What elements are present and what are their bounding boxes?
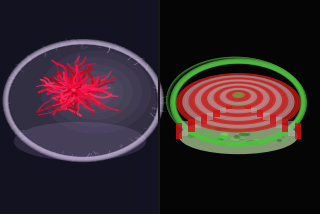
Ellipse shape [216,127,223,131]
Ellipse shape [234,135,240,139]
Ellipse shape [10,45,157,156]
Ellipse shape [222,133,228,136]
Bar [182,121,188,135]
Ellipse shape [22,54,151,152]
Ellipse shape [220,135,230,139]
Ellipse shape [256,140,262,143]
Ellipse shape [226,137,229,138]
Ellipse shape [240,137,245,139]
Ellipse shape [30,60,143,146]
Ellipse shape [231,137,240,141]
Bar [213,110,220,117]
Ellipse shape [188,77,288,125]
Ellipse shape [242,130,248,134]
Ellipse shape [238,137,244,140]
Ellipse shape [239,133,251,136]
Ellipse shape [281,136,285,138]
Ellipse shape [253,132,258,135]
Ellipse shape [13,48,159,158]
Ellipse shape [205,132,213,136]
Ellipse shape [78,97,94,109]
Ellipse shape [220,127,223,129]
Ellipse shape [260,144,265,145]
Ellipse shape [195,79,282,121]
Ellipse shape [254,139,260,140]
Bar [276,117,282,128]
Ellipse shape [221,143,226,146]
Ellipse shape [231,128,246,132]
Bar [288,121,295,135]
Ellipse shape [72,89,75,91]
Bar [282,119,288,132]
Ellipse shape [14,122,146,161]
Bar [263,113,270,120]
Ellipse shape [212,138,224,142]
Ellipse shape [226,90,251,102]
Ellipse shape [251,125,258,126]
Ellipse shape [234,135,239,137]
Ellipse shape [54,78,119,127]
Ellipse shape [244,140,253,145]
Bar [270,115,276,124]
Ellipse shape [232,130,236,132]
Ellipse shape [220,88,257,106]
Bar [160,0,320,214]
Bar [195,117,201,128]
Ellipse shape [245,134,249,135]
Ellipse shape [246,141,249,144]
Ellipse shape [244,140,258,145]
Bar [0,0,160,214]
Ellipse shape [245,133,248,135]
Bar [188,119,195,132]
Bar [244,106,251,109]
Ellipse shape [176,73,301,132]
Ellipse shape [213,86,263,109]
Ellipse shape [182,75,295,129]
Bar [201,115,207,124]
Ellipse shape [207,84,270,113]
Ellipse shape [71,88,76,92]
Ellipse shape [179,119,298,154]
Ellipse shape [228,127,241,131]
Bar [220,108,226,113]
Ellipse shape [70,91,103,115]
Ellipse shape [232,92,245,98]
Bar [226,106,232,109]
Bar [232,104,236,106]
Bar [240,104,244,106]
Ellipse shape [212,137,218,140]
Ellipse shape [220,133,228,137]
Bar [257,110,263,117]
Ellipse shape [201,82,276,117]
Ellipse shape [221,127,228,129]
Ellipse shape [199,140,205,143]
Bar [295,123,301,139]
Ellipse shape [187,134,196,138]
Bar [176,123,182,139]
Ellipse shape [277,139,282,142]
Ellipse shape [283,137,288,139]
Bar [251,108,257,113]
Ellipse shape [210,126,215,129]
Ellipse shape [215,135,231,139]
Ellipse shape [5,42,167,164]
Ellipse shape [38,66,135,140]
Ellipse shape [214,135,221,140]
Ellipse shape [62,84,111,121]
Ellipse shape [229,144,234,146]
Bar [207,113,213,120]
Ellipse shape [46,72,127,133]
